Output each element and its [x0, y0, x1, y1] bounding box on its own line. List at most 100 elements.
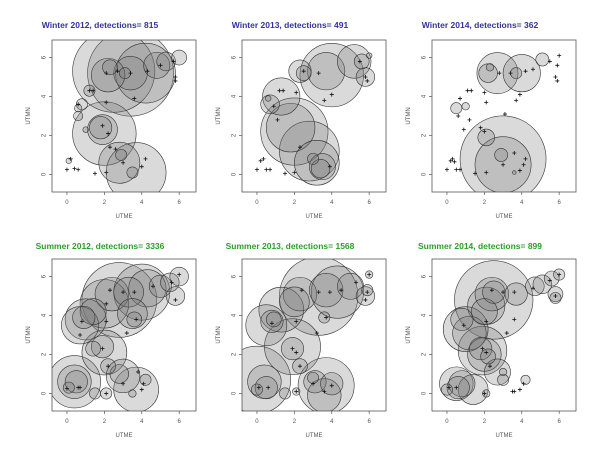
range-circle [62, 381, 75, 394]
range-circle [307, 152, 319, 165]
plus-marker-icon [512, 389, 517, 394]
plus-marker-icon [482, 129, 487, 134]
plus-marker-icon [501, 290, 506, 295]
x-tick-label: 4 [330, 200, 334, 206]
detection-points [254, 59, 370, 176]
plus-marker-icon [504, 331, 509, 336]
plus-marker-icon [363, 297, 368, 302]
y-tick-label: 0 [422, 391, 428, 395]
plus-marker-icon [78, 385, 83, 390]
plus-marker-icon [367, 272, 372, 277]
plus-marker-icon [268, 167, 273, 172]
range-circle [504, 282, 528, 306]
plus-marker-icon [258, 158, 263, 163]
plus-marker-icon [484, 100, 489, 105]
range-circle [57, 364, 92, 399]
range-circle [307, 52, 346, 91]
home-range-circles [439, 260, 566, 405]
range-circle [450, 102, 463, 115]
plus-marker-icon [357, 59, 362, 64]
plus-marker-icon [150, 284, 155, 289]
plus-marker-icon [478, 125, 483, 130]
range-circle [115, 42, 176, 104]
plus-marker-icon [484, 350, 489, 355]
range-circle [307, 378, 342, 411]
plus-marker-icon [482, 90, 487, 95]
x-tick-label: 6 [177, 200, 181, 206]
plus-marker-icon [254, 167, 259, 172]
plus-marker-icon [266, 385, 271, 390]
range-circle [265, 95, 272, 102]
x-tick-label: 2 [103, 419, 107, 425]
plus-marker-icon [339, 288, 344, 293]
range-circle [299, 42, 364, 108]
range-circle [148, 274, 172, 298]
range-circle [279, 286, 310, 318]
panel-summer-2012: Summer 2012, detections= 3336 0 2 4 6 0 2 4 6 UT… [0, 225, 200, 450]
x-tick-label: 2 [293, 200, 297, 206]
range-circle [497, 373, 509, 386]
x-tick-label: 0 [255, 200, 259, 206]
y-tick-label: 6 [42, 55, 48, 59]
plus-marker-icon [521, 162, 526, 167]
plus-marker-icon [78, 333, 83, 337]
range-circle [494, 148, 509, 162]
plus-marker-icon [517, 168, 522, 173]
range-circle [165, 286, 186, 306]
range-circle [245, 304, 288, 347]
x-tick-label: 0 [255, 419, 259, 425]
plus-marker-icon [294, 389, 299, 394]
y-tick-label: 0 [42, 391, 48, 395]
scatter-plot: 0 2 4 6 0 2 4 6 UTME UTMN [26, 39, 197, 220]
plus-marker-icon [104, 100, 109, 105]
y-axis-label: UTMN [26, 107, 32, 124]
plus-marker-icon [553, 75, 558, 80]
x-tick-label: 4 [520, 200, 524, 206]
x-axis-label: UTME [496, 433, 513, 439]
home-range-circles [65, 40, 187, 192]
plus-marker-icon [294, 319, 299, 324]
range-circle [73, 111, 84, 121]
plus-marker-icon [171, 59, 176, 64]
plus-marker-icon [297, 364, 302, 369]
x-axis-label: UTME [306, 433, 323, 439]
range-circle [128, 389, 137, 398]
panel-summer-2013: Summer 2013, detections= 1568 0 2 4 6 0 2 4 6 UT… [190, 225, 390, 450]
detection-points [64, 272, 182, 396]
plus-marker-icon [299, 288, 304, 293]
plus-marker-icon [104, 301, 109, 306]
plus-marker-icon [329, 383, 334, 388]
detection-points [256, 272, 372, 394]
plus-marker-icon [106, 131, 111, 136]
plus-marker-icon [454, 167, 459, 172]
panel-title: Summer 2014, detections= 899 [417, 241, 543, 251]
plus-marker-icon [557, 53, 562, 58]
y-tick-label: 6 [232, 274, 238, 278]
plus-marker-icon [139, 387, 144, 392]
plus-marker-icon [555, 63, 560, 68]
range-circle [457, 374, 489, 405]
plus-marker-icon [93, 171, 98, 176]
range-circle [143, 51, 171, 79]
plus-marker-icon [158, 63, 163, 68]
range-circle [94, 276, 129, 312]
plus-marker-icon [512, 290, 517, 295]
x-axis-label: UTME [116, 214, 133, 220]
range-circle [532, 274, 552, 294]
plus-marker-icon [484, 170, 489, 175]
plus-marker-icon [113, 147, 118, 152]
range-circle [82, 126, 89, 133]
plus-marker-icon [134, 317, 139, 322]
plus-marker-icon [132, 96, 137, 101]
plus-marker-icon [64, 167, 69, 172]
plus-marker-icon [465, 88, 470, 93]
plus-marker-icon [294, 350, 299, 355]
x-tick-label: 6 [557, 200, 561, 206]
plus-marker-icon [322, 98, 327, 103]
plot-frame [241, 258, 387, 412]
plus-marker-icon [104, 319, 109, 324]
range-circle [477, 128, 495, 147]
y-tick-label: 4 [422, 94, 428, 98]
plus-marker-icon [294, 90, 299, 95]
plus-marker-icon [100, 346, 105, 351]
